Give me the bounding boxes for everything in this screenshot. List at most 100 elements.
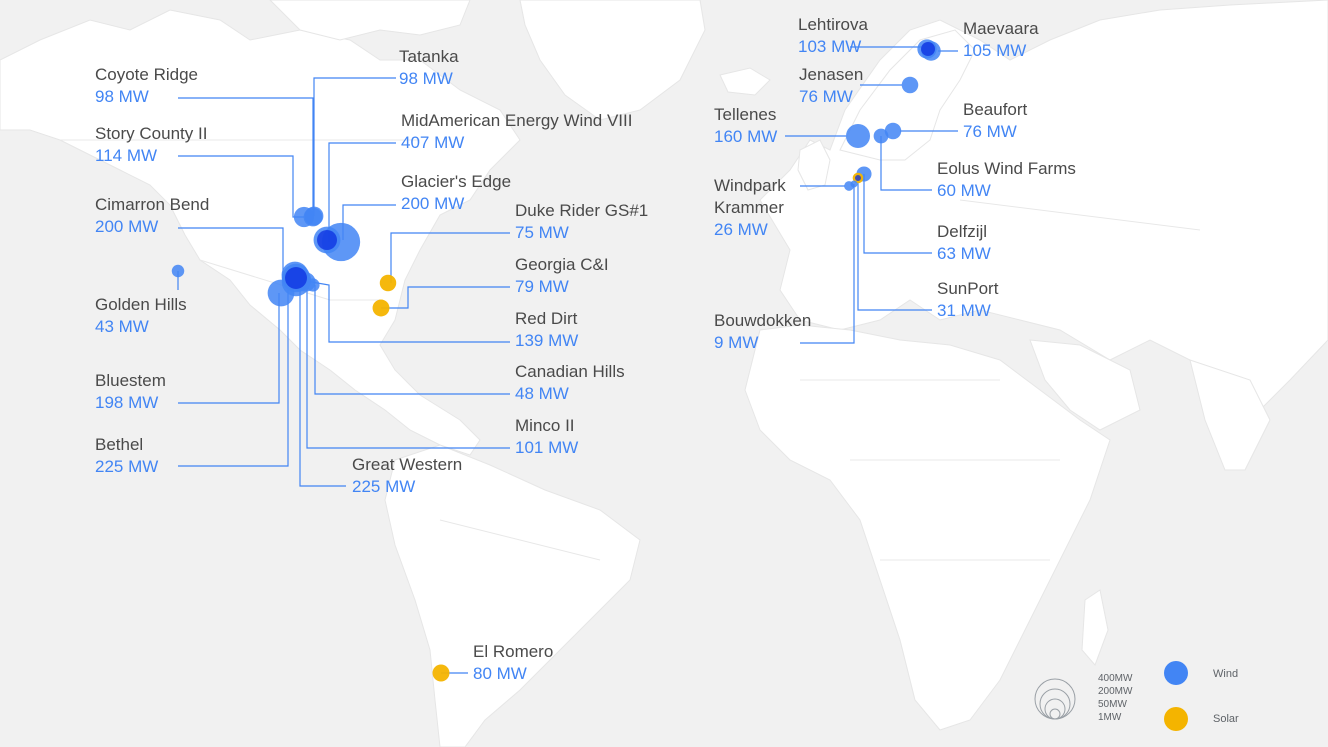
farm-name: Minco II	[515, 416, 575, 435]
farm-label: Windpark Krammer 26 MW	[714, 175, 804, 241]
farm-capacity: 114 MW	[95, 146, 158, 165]
farm-capacity: 101 MW	[515, 438, 579, 457]
solar-farm-marker[interactable]	[372, 299, 390, 317]
leader-lines	[177, 46, 958, 674]
leader-line	[800, 184, 855, 344]
wind-farm-marker[interactable]	[845, 123, 871, 149]
legend-graphics	[1034, 661, 1188, 731]
legend-wind-swatch	[1164, 661, 1188, 685]
farm-label: Delfzijl 63 MW	[937, 221, 991, 265]
legend-size-50: 50MW	[1098, 699, 1127, 710]
cluster-overlap	[855, 175, 861, 181]
landmass-africa	[744, 324, 1111, 731]
landmass-arabia	[1029, 339, 1141, 431]
solar-farm-marker[interactable]	[432, 664, 450, 682]
farm-name: Golden Hills	[95, 295, 187, 314]
farm-label: Great Western 225 MW	[352, 454, 462, 498]
farm-name: Bluestem	[95, 371, 166, 390]
legend-wind-label: Wind	[1213, 668, 1239, 680]
farm-capacity: 79 MW	[515, 277, 569, 296]
landmass-madagascar	[1081, 589, 1109, 666]
farm-capacity: 407 MW	[401, 133, 465, 152]
farm-label: Tellenes 160 MW	[714, 104, 777, 148]
farm-name: Georgia C&I	[515, 255, 609, 274]
farm-capacity: 31 MW	[937, 301, 991, 320]
farm-name: Lehtirova	[798, 15, 868, 34]
farm-name: Bouwdokken	[714, 311, 812, 330]
farm-name: Bethel	[95, 435, 144, 454]
farm-capacity: 139 MW	[515, 331, 579, 350]
farm-name: Eolus Wind Farms	[937, 159, 1076, 178]
wind-farm-marker[interactable]	[850, 180, 858, 188]
leader-line	[390, 232, 510, 283]
farm-name: Coyote Ridge	[95, 65, 199, 84]
farm-name: Maevaara	[963, 19, 1039, 38]
farm-capacity: 43 MW	[95, 317, 149, 336]
farm-label: MidAmerican Energy Wind VIII 407 MW	[401, 110, 632, 154]
wind-farm-marker[interactable]	[884, 122, 902, 140]
landmass-india	[1189, 359, 1271, 471]
wind-farm-marker[interactable]	[304, 206, 324, 226]
farm-name: Cimarron Bend	[95, 195, 210, 214]
wind-farm-marker[interactable]	[171, 264, 185, 278]
legend-size-circle	[1049, 708, 1061, 720]
legend-size-400: 400MW	[1098, 673, 1133, 684]
farm-label: Bluestem 198 MW	[95, 370, 166, 414]
landmass-scandinavia	[839, 29, 976, 161]
farm-name: Great Western	[352, 455, 463, 474]
farm-capacity: 60 MW	[937, 181, 991, 200]
farm-label: El Romero 80 MW	[473, 641, 553, 685]
country-borders	[60, 139, 1201, 561]
farm-label: Glacier's Edge 200 MW	[401, 171, 511, 215]
farm-label: Lehtirova 103 MW	[798, 14, 868, 58]
farm-name: Jenasen	[799, 65, 864, 84]
farm-capacity: 198 MW	[95, 393, 159, 412]
farm-name: Delfzijl	[937, 222, 988, 241]
legend-size-labels: 400MW 200MW 50MW 1MW	[1098, 672, 1132, 724]
farm-capacity: 63 MW	[937, 244, 991, 263]
leader-line	[313, 77, 396, 216]
solar-farm-marker[interactable]	[379, 274, 397, 292]
farm-label: Bethel 225 MW	[95, 434, 158, 478]
cluster-overlap	[317, 230, 337, 250]
farm-name: El Romero	[473, 642, 554, 661]
farm-name: Canadian Hills	[515, 362, 625, 381]
farm-label: SunPort 31 MW	[937, 278, 998, 322]
farm-name: MidAmerican Energy Wind VIII	[401, 111, 633, 130]
farm-name: Windpark Krammer	[714, 176, 786, 217]
farm-capacity: 105 MW	[963, 41, 1027, 60]
farm-capacity: 26 MW	[714, 220, 768, 239]
farm-label: Cimarron Bend 200 MW	[95, 194, 209, 238]
legend-solar-label: Solar	[1213, 713, 1239, 725]
wind-farm-marker[interactable]	[873, 128, 889, 144]
legend-size-200: 200MW	[1098, 686, 1133, 697]
farm-label: Minco II 101 MW	[515, 415, 578, 459]
wind-farm-marker[interactable]	[901, 76, 919, 94]
farm-capacity: 98 MW	[95, 87, 149, 106]
farm-label: Golden Hills 43 MW	[95, 294, 187, 338]
farm-label: Story County II 114 MW	[95, 123, 207, 167]
farm-capacity: 48 MW	[515, 384, 569, 403]
farm-capacity: 160 MW	[714, 127, 778, 146]
cluster-overlap	[285, 267, 307, 289]
leader-line	[178, 293, 280, 404]
farm-name: Story County II	[95, 124, 208, 143]
farm-capacity: 98 MW	[399, 69, 453, 88]
farm-capacity: 225 MW	[352, 477, 416, 496]
leader-line	[299, 282, 346, 487]
leader-line	[863, 174, 932, 254]
farm-name: Red Dirt	[515, 309, 578, 328]
farm-capacity: 76 MW	[799, 87, 853, 106]
leader-line	[178, 227, 284, 275]
leader-line	[178, 97, 314, 217]
landmass-british-isles	[797, 139, 831, 191]
cluster-overlap	[921, 42, 935, 56]
leader-line	[880, 136, 932, 191]
farm-capacity: 9 MW	[714, 333, 759, 352]
landmass-arctic-islands	[269, 0, 471, 41]
farm-label: Duke Rider GS#1 75 MW	[515, 200, 648, 244]
farm-capacity: 76 MW	[963, 122, 1017, 141]
farm-name: Glacier's Edge	[401, 172, 512, 191]
leader-line	[178, 278, 289, 467]
